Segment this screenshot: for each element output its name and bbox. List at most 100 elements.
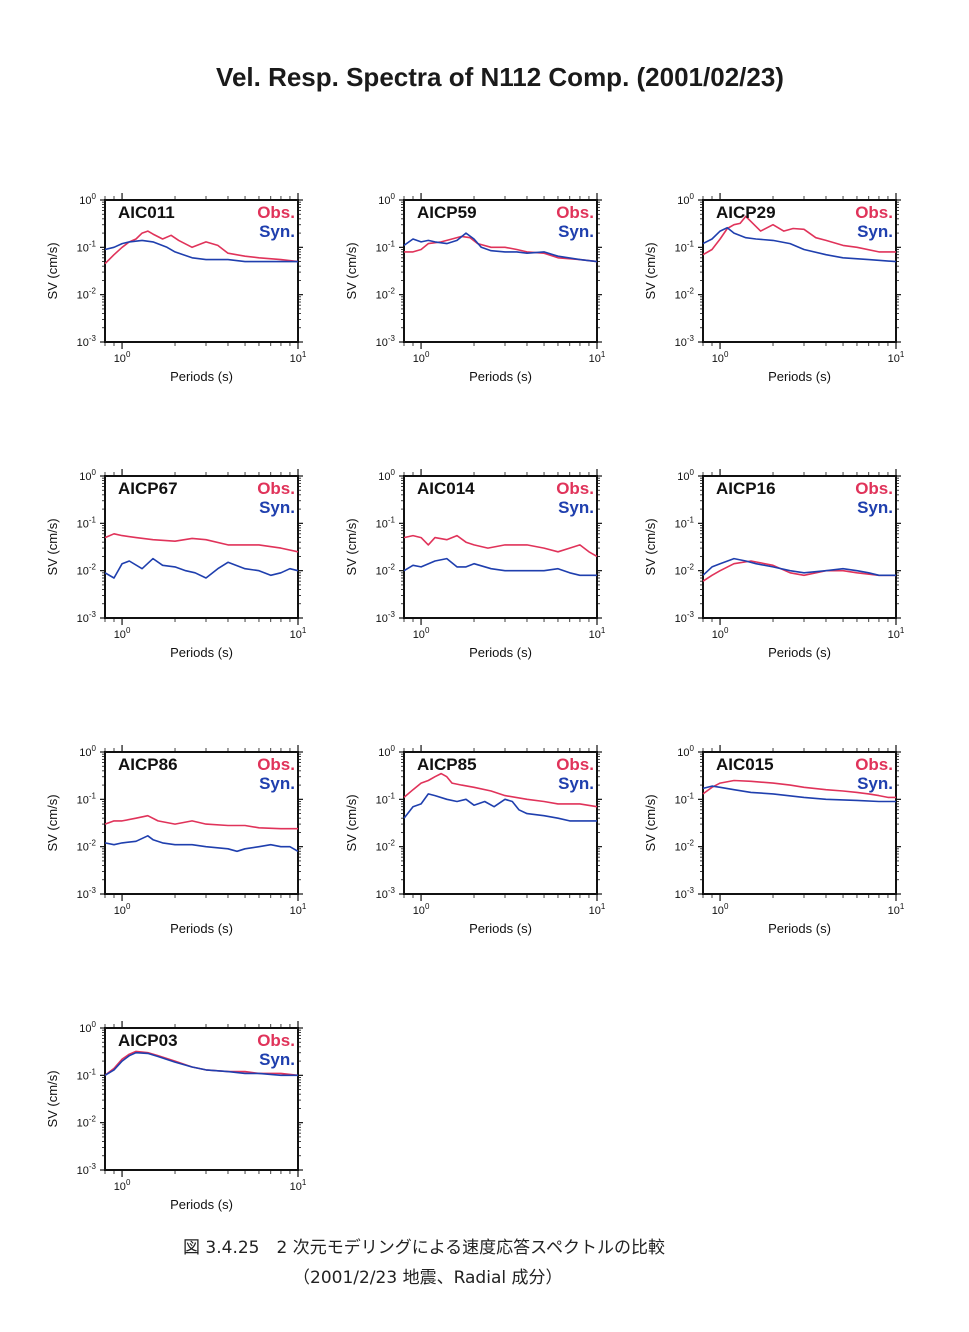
y-tick-label: 10-3 <box>675 610 695 625</box>
x-tick-label: 100 <box>413 626 430 641</box>
y-tick-label: 100 <box>79 1020 96 1035</box>
x-tick-label: 101 <box>589 626 606 641</box>
legend-syn: Syn. <box>857 774 893 793</box>
y-tick-label: 100 <box>378 744 395 759</box>
legend-obs: Obs. <box>257 1031 295 1050</box>
plot-frame <box>702 751 897 895</box>
y-axis-label: SV (cm/s) <box>344 794 359 851</box>
x-tick-label: 100 <box>114 1178 131 1193</box>
chart-aicp16: 100 10-1 10-2 10-3 100 101 Periods (s) SV (cm/s… <box>643 468 905 660</box>
legend-syn: Syn. <box>259 498 295 517</box>
station-label: AICP59 <box>417 203 477 222</box>
station-label: AICP67 <box>118 479 178 498</box>
series-line-syn <box>104 834 299 853</box>
x-axis-label: Periods (s) <box>170 369 233 384</box>
y-axis-label: SV (cm/s) <box>45 518 60 575</box>
station-label: AIC014 <box>417 479 475 498</box>
y-tick-label: 10-2 <box>675 287 695 302</box>
legend-obs: Obs. <box>855 479 893 498</box>
y-tick-label: 100 <box>79 468 96 483</box>
y-tick-label: 100 <box>677 744 694 759</box>
legend-obs: Obs. <box>556 755 594 774</box>
series-line-syn <box>104 557 299 579</box>
chart-aicp29: 100 10-1 10-2 10-3 100 101 Periods (s) SV (cm/s… <box>643 192 905 384</box>
y-tick-label: 10-3 <box>675 334 695 349</box>
station-label: AICP03 <box>118 1031 178 1050</box>
x-tick-label: 101 <box>888 626 905 641</box>
y-tick-label: 10-1 <box>376 791 396 806</box>
legend-syn: Syn. <box>857 498 893 517</box>
y-tick-label: 10-3 <box>376 334 396 349</box>
x-tick-label: 101 <box>888 902 905 917</box>
x-tick-label: 101 <box>290 1178 307 1193</box>
series-line-obs <box>104 532 299 553</box>
legend-syn: Syn. <box>558 774 594 793</box>
y-tick-label: 10-1 <box>77 515 97 530</box>
x-tick-label: 100 <box>114 626 131 641</box>
y-axis-label: SV (cm/s) <box>45 1070 60 1127</box>
x-tick-label: 100 <box>413 350 430 365</box>
y-tick-label: 10-3 <box>376 610 396 625</box>
y-tick-label: 10-2 <box>77 1115 97 1130</box>
x-axis-label: Periods (s) <box>170 645 233 660</box>
series-line-obs <box>702 560 896 582</box>
y-tick-label: 10-2 <box>376 563 396 578</box>
plot-frame <box>403 475 598 619</box>
series-line-syn <box>403 557 597 577</box>
x-tick-label: 101 <box>290 350 307 365</box>
x-axis-label: Periods (s) <box>469 369 532 384</box>
y-tick-label: 100 <box>79 192 96 207</box>
y-tick-label: 10-1 <box>77 239 97 254</box>
figure-caption: 図 3.4.25 2 次元モデリングによる速度応答スペクトルの比較 <box>183 1238 665 1258</box>
x-tick-label: 100 <box>114 902 131 917</box>
legend-obs: Obs. <box>257 479 295 498</box>
series-line-syn <box>702 557 896 577</box>
figure-caption-subtitle: （2001/2/23 地震、Radial 成分） <box>293 1268 563 1288</box>
y-tick-label: 10-1 <box>77 1067 97 1082</box>
series-line-syn <box>104 1051 298 1077</box>
x-axis-label: Periods (s) <box>170 921 233 936</box>
legend-obs: Obs. <box>855 755 893 774</box>
x-axis-label: Periods (s) <box>170 1197 233 1212</box>
plot-frame <box>104 751 299 895</box>
series-line-obs <box>104 814 298 830</box>
y-axis-label: SV (cm/s) <box>344 242 359 299</box>
station-label: AIC015 <box>716 755 774 774</box>
chart-aicp86: 100 10-1 10-2 10-3 100 101 Periods (s) SV (cm/s… <box>45 744 307 936</box>
series-line-syn <box>403 232 598 263</box>
y-axis-label: SV (cm/s) <box>45 794 60 851</box>
legend-obs: Obs. <box>855 203 893 222</box>
legend-syn: Syn. <box>558 498 594 517</box>
x-tick-label: 100 <box>712 902 729 917</box>
y-tick-label: 10-2 <box>77 563 97 578</box>
x-axis-label: Periods (s) <box>469 645 532 660</box>
y-tick-label: 10-3 <box>675 886 695 901</box>
legend-syn: Syn. <box>259 222 295 241</box>
x-axis-label: Periods (s) <box>768 921 831 936</box>
x-tick-label: 100 <box>712 626 729 641</box>
plot-frame <box>702 475 897 619</box>
x-tick-label: 100 <box>413 902 430 917</box>
series-line-syn <box>403 793 597 822</box>
x-tick-label: 101 <box>589 350 606 365</box>
plot-frame <box>403 199 598 343</box>
y-tick-label: 100 <box>677 192 694 207</box>
chart-aicp59: 100 10-1 10-2 10-3 100 101 Periods (s) SV (cm/s… <box>344 192 606 384</box>
x-tick-label: 100 <box>712 350 729 365</box>
y-axis-label: SV (cm/s) <box>643 242 658 299</box>
series-line-syn <box>702 226 897 263</box>
x-tick-label: 101 <box>290 902 307 917</box>
y-tick-label: 10-3 <box>77 886 97 901</box>
chart-aic014: 100 10-1 10-2 10-3 100 101 Periods (s) SV (cm/s… <box>344 468 606 660</box>
legend-syn: Syn. <box>857 222 893 241</box>
y-tick-label: 10-2 <box>376 839 396 854</box>
x-tick-label: 101 <box>290 626 307 641</box>
series-line-obs <box>403 534 598 558</box>
x-axis-label: Periods (s) <box>469 921 532 936</box>
x-tick-label: 101 <box>589 902 606 917</box>
x-axis-label: Periods (s) <box>768 369 831 384</box>
y-tick-label: 10-3 <box>77 334 97 349</box>
plot-frame <box>104 199 299 343</box>
y-tick-label: 100 <box>378 192 395 207</box>
